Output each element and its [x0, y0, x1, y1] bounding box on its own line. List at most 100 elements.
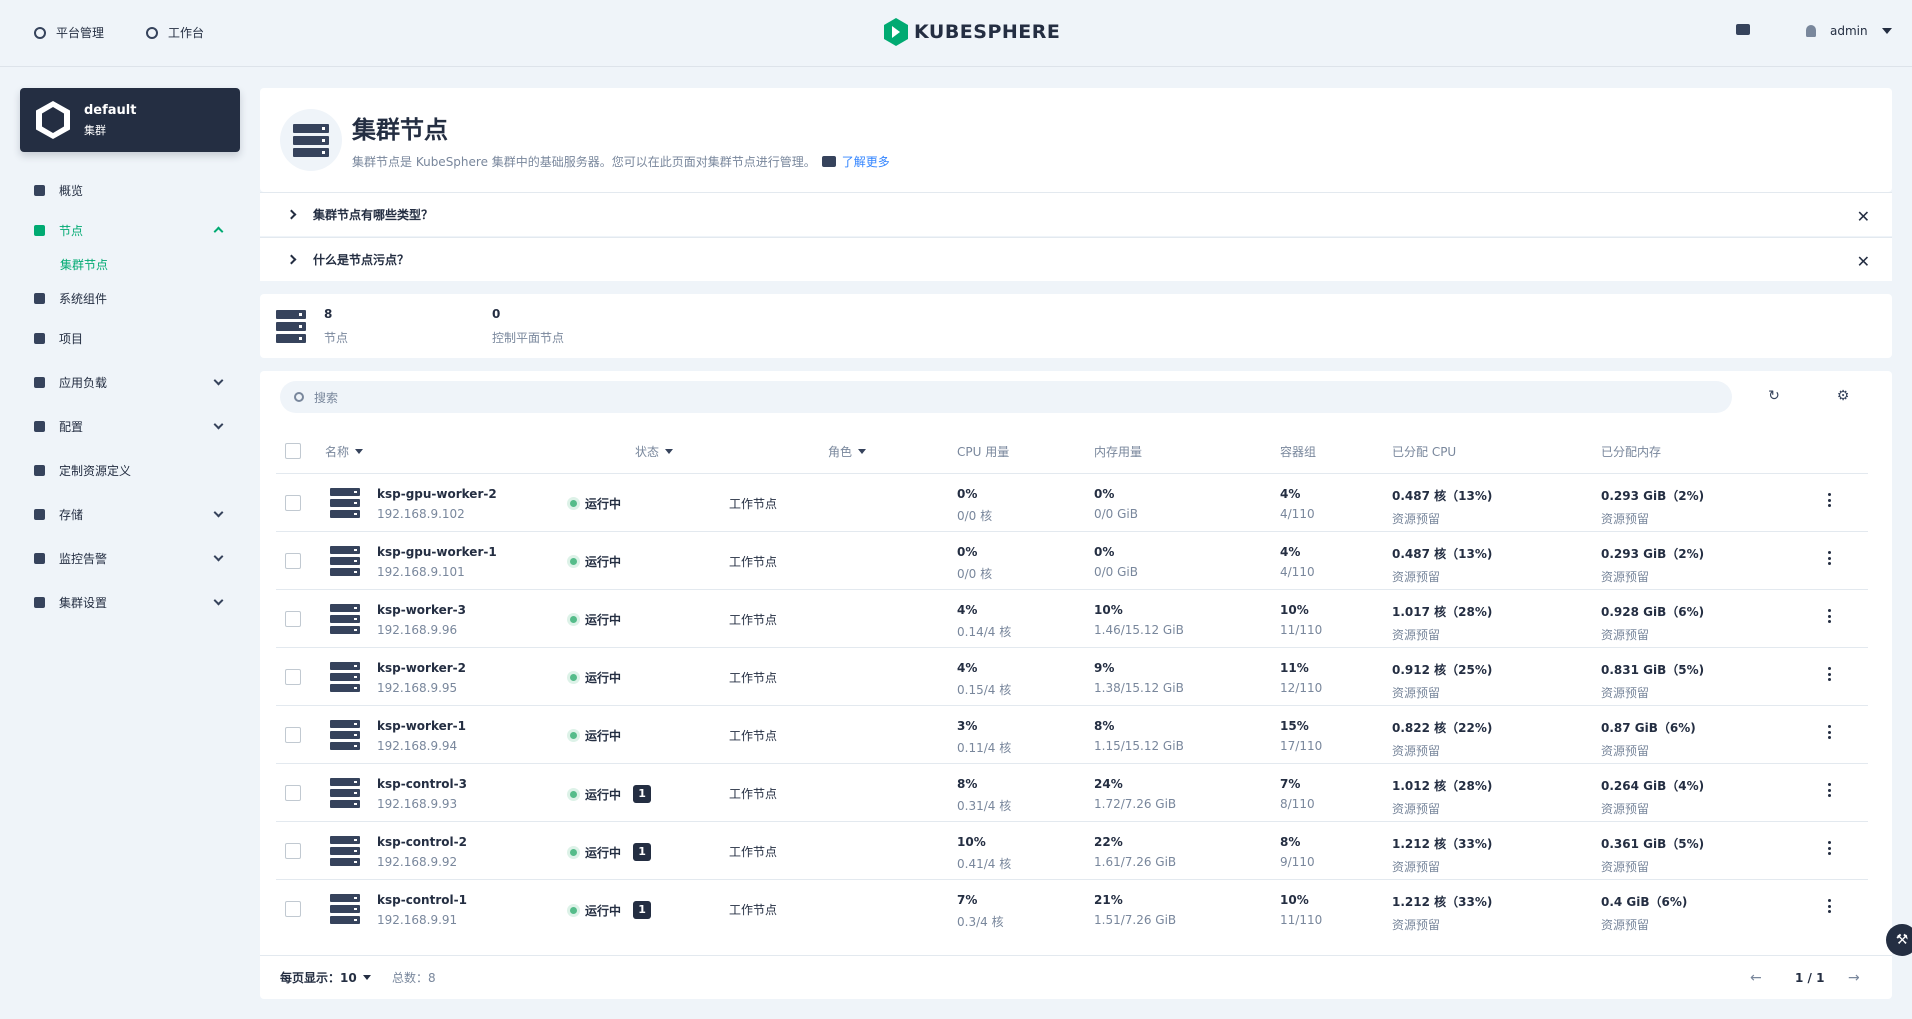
row-checkbox[interactable] [285, 843, 301, 859]
row-checkbox[interactable] [285, 669, 301, 685]
docs-button[interactable] [1736, 24, 1750, 35]
select-all-checkbox[interactable] [285, 443, 301, 459]
mem-detail: 0/0 GiB [1094, 565, 1138, 579]
status-badge: 运行中 [570, 553, 621, 570]
node-name[interactable]: ksp-control-3 [377, 777, 467, 791]
sidebar-item-projects[interactable]: 项目 [20, 318, 240, 358]
more-icon[interactable] [1828, 551, 1832, 565]
taint-count-badge[interactable]: 1 [633, 901, 652, 919]
sidebar-item-monitoring[interactable]: 监控告警 [20, 538, 240, 578]
sidebar-item-workloads[interactable]: 应用负载 [20, 362, 240, 402]
status-dot-icon [570, 906, 577, 914]
col-role[interactable]: 角色 [828, 443, 867, 460]
brand-logo[interactable]: KUBESPHERE [884, 18, 1060, 46]
row-checkbox[interactable] [285, 785, 301, 801]
row-checkbox[interactable] [285, 901, 301, 917]
stat-value: 8 [324, 306, 333, 321]
platform-label: 平台管理 [56, 26, 105, 40]
pods-detail: 4/110 [1280, 507, 1315, 521]
workbench-nav[interactable]: 工作台 [146, 24, 204, 41]
pods-detail: 8/110 [1280, 797, 1315, 811]
more-icon[interactable] [1828, 841, 1832, 855]
table-row[interactable]: ksp-control-2 192.168.9.92 运行中 1 工作节点 10% 0.41… [276, 821, 1868, 879]
more-icon[interactable] [1828, 899, 1832, 913]
alloc-mem: 0.293 GiB（2%) [1601, 547, 1705, 561]
more-icon[interactable] [1828, 783, 1832, 797]
sidebar-item-system-components[interactable]: 系统组件 [20, 278, 240, 318]
status-text: 运行中 [585, 497, 622, 511]
hammer-icon: ⚒ [1895, 932, 1909, 948]
more-icon[interactable] [1828, 725, 1832, 739]
node-name[interactable]: ksp-worker-3 [377, 603, 466, 617]
sidebar-item-storage[interactable]: 存储 [20, 494, 240, 534]
node-role: 工作节点 [729, 613, 778, 627]
dashboard-icon [34, 184, 45, 196]
sidebar-item-crd[interactable]: 定制资源定义 [20, 450, 240, 490]
table-row[interactable]: ksp-worker-3 192.168.9.96 运行中 工作节点 4% 0.14/4 … [276, 589, 1868, 647]
cpu-usage: 10% [957, 835, 986, 849]
gear-icon[interactable]: ⚙ [1836, 388, 1850, 404]
cluster-selector[interactable]: default 集群 [20, 88, 240, 152]
row-checkbox[interactable] [285, 553, 301, 569]
sidebar-item-cluster-settings[interactable]: 集群设置 [20, 582, 240, 622]
col-alloc-mem: 已分配内存 [1601, 443, 1661, 460]
faq-node-types[interactable]: 集群节点有哪些类型？ ✕ [260, 192, 1892, 236]
server-icon [330, 778, 360, 808]
column-label: 容器组 [1280, 444, 1317, 459]
sidebar-item-cluster-nodes[interactable]: 集群节点 [20, 250, 240, 278]
node-ip: 192.168.9.91 [377, 913, 458, 927]
close-icon[interactable]: ✕ [1856, 252, 1870, 271]
platform-nav[interactable]: 平台管理 [34, 24, 104, 41]
status-text: 运行中 [585, 555, 622, 569]
cpu-usage: 8% [957, 777, 978, 791]
pods-usage: 8% [1280, 835, 1301, 849]
workload-icon [34, 376, 45, 388]
learn-more-link[interactable]: 了解更多 [821, 153, 890, 170]
node-name[interactable]: ksp-control-1 [377, 893, 467, 907]
search-input[interactable]: 搜索 [280, 381, 1732, 413]
node-name[interactable]: ksp-gpu-worker-2 [377, 487, 497, 501]
cpu-detail: 0.15/4 核 [957, 683, 1012, 697]
node-name[interactable]: ksp-gpu-worker-1 [377, 545, 497, 559]
row-checkbox[interactable] [285, 611, 301, 627]
more-icon[interactable] [1828, 667, 1832, 681]
next-page-icon[interactable]: → [1848, 969, 1860, 986]
close-icon[interactable]: ✕ [1856, 207, 1870, 226]
taint-count-badge[interactable]: 1 [633, 785, 652, 803]
prev-page-icon[interactable]: ← [1750, 969, 1762, 986]
node-role: 工作节点 [729, 729, 778, 743]
sidebar-item-overview[interactable]: 概览 [20, 170, 240, 210]
sidebar-item-nodes[interactable]: 节点 [20, 210, 240, 250]
pods-usage: 4% [1280, 545, 1301, 559]
node-name[interactable]: ksp-control-2 [377, 835, 467, 849]
table-row[interactable]: ksp-gpu-worker-1 192.168.9.101 运行中 工作节点 0% 0/… [276, 531, 1868, 589]
status-text: 运行中 [585, 845, 622, 860]
col-status[interactable]: 状态 [635, 443, 674, 460]
column-label: 名称 [325, 444, 350, 459]
taint-count-badge[interactable]: 1 [633, 843, 652, 861]
sidebar-item-config[interactable]: 配置 [20, 406, 240, 446]
refresh-icon[interactable]: ↻ [1768, 388, 1780, 404]
search-icon [294, 392, 304, 402]
nodes-table: 搜索 ↻ ⚙ 名称 状态 角色 CPU 用量 内存用量 容器组 已分配 CPU … [260, 371, 1892, 999]
toolbox-button[interactable]: ⚒ [1886, 924, 1912, 956]
more-icon[interactable] [1828, 493, 1832, 507]
pods-usage: 4% [1280, 487, 1301, 501]
alloc-cpu-note: 资源预留 [1392, 686, 1441, 700]
table-row[interactable]: ksp-worker-2 192.168.9.95 运行中 工作节点 4% 0.15/4 … [276, 647, 1868, 705]
faq-node-taints[interactable]: 什么是节点污点？ ✕ [260, 237, 1892, 281]
table-row[interactable]: ksp-worker-1 192.168.9.94 运行中 工作节点 3% 0.11/4 … [276, 705, 1868, 763]
table-row[interactable]: ksp-control-3 192.168.9.93 运行中 1 工作节点 8% 0.31/… [276, 763, 1868, 821]
table-row[interactable]: ksp-control-1 192.168.9.91 运行中 1 工作节点 7% 0.3/4… [276, 879, 1868, 937]
table-row[interactable]: ksp-gpu-worker-2 192.168.9.102 运行中 工作节点 0% 0/… [276, 473, 1868, 531]
row-checkbox[interactable] [285, 727, 301, 743]
alloc-cpu-note: 资源预留 [1392, 628, 1441, 642]
more-icon[interactable] [1828, 609, 1832, 623]
sidebar-item-label: 节点 [59, 223, 84, 238]
node-name[interactable]: ksp-worker-1 [377, 719, 466, 733]
node-name[interactable]: ksp-worker-2 [377, 661, 466, 675]
col-name[interactable]: 名称 [325, 443, 364, 460]
row-checkbox[interactable] [285, 495, 301, 511]
per-page-select[interactable]: 10 [340, 971, 371, 985]
user-menu[interactable]: admin [1806, 24, 1892, 38]
